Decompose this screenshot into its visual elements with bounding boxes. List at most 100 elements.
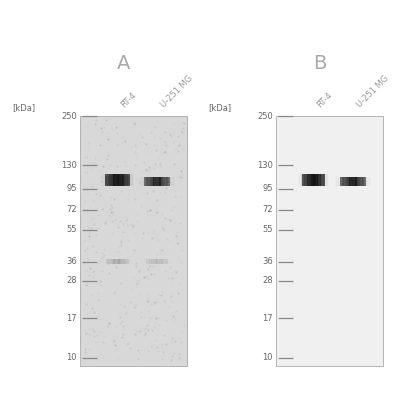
- Bar: [159, 177, 160, 186]
- Bar: [112, 174, 113, 186]
- Text: 250: 250: [257, 112, 273, 120]
- Bar: [106, 174, 107, 186]
- Bar: [166, 177, 167, 186]
- Bar: [112, 259, 114, 264]
- Bar: [150, 260, 152, 264]
- Bar: [323, 174, 324, 186]
- Bar: [140, 177, 142, 186]
- Bar: [120, 259, 121, 264]
- Bar: [346, 177, 347, 186]
- Bar: [161, 260, 163, 264]
- Text: 10: 10: [262, 354, 273, 362]
- Bar: [147, 177, 148, 186]
- Bar: [110, 259, 111, 264]
- Bar: [132, 174, 133, 186]
- Bar: [163, 177, 164, 186]
- Bar: [352, 177, 353, 186]
- Bar: [314, 174, 315, 186]
- Bar: [172, 177, 174, 186]
- Bar: [306, 174, 307, 186]
- Bar: [358, 177, 359, 186]
- Bar: [104, 259, 106, 264]
- Bar: [303, 174, 304, 186]
- Text: 17: 17: [66, 314, 77, 323]
- Bar: [124, 174, 125, 186]
- Bar: [340, 177, 341, 186]
- Bar: [170, 260, 172, 264]
- Bar: [308, 174, 309, 186]
- Bar: [320, 174, 321, 186]
- Bar: [117, 259, 118, 264]
- Bar: [301, 174, 302, 186]
- Bar: [162, 177, 163, 186]
- Bar: [298, 174, 299, 186]
- Bar: [131, 259, 132, 264]
- Bar: [326, 174, 328, 186]
- Bar: [114, 174, 115, 186]
- Bar: [146, 260, 148, 264]
- Bar: [106, 259, 129, 264]
- Bar: [320, 174, 322, 186]
- Bar: [129, 259, 131, 264]
- Bar: [146, 177, 148, 186]
- Bar: [354, 177, 355, 186]
- Bar: [365, 177, 366, 186]
- Bar: [108, 259, 110, 264]
- Bar: [169, 177, 170, 186]
- Bar: [366, 177, 367, 186]
- Bar: [124, 259, 126, 264]
- Bar: [105, 174, 106, 186]
- Bar: [108, 174, 109, 186]
- Bar: [157, 177, 158, 186]
- Text: 36: 36: [262, 257, 273, 266]
- Bar: [299, 174, 300, 186]
- Bar: [108, 174, 110, 186]
- Bar: [342, 177, 343, 186]
- Bar: [325, 174, 326, 186]
- Bar: [305, 174, 306, 186]
- Text: U-251 MG: U-251 MG: [159, 74, 194, 109]
- Bar: [116, 259, 117, 264]
- Bar: [367, 177, 368, 186]
- Bar: [328, 174, 329, 186]
- Bar: [144, 260, 146, 264]
- Text: 36: 36: [66, 257, 77, 266]
- Bar: [340, 177, 366, 186]
- Bar: [141, 177, 142, 186]
- Text: [kDa]: [kDa]: [12, 104, 35, 112]
- Bar: [164, 260, 165, 264]
- Bar: [116, 174, 117, 186]
- Text: 17: 17: [262, 314, 273, 323]
- Bar: [339, 177, 340, 186]
- Bar: [159, 260, 160, 264]
- Bar: [105, 176, 130, 185]
- Bar: [128, 174, 129, 186]
- Bar: [166, 260, 168, 264]
- Bar: [368, 177, 370, 186]
- Bar: [129, 174, 130, 186]
- Bar: [317, 174, 318, 186]
- Bar: [304, 174, 305, 186]
- Bar: [302, 174, 303, 186]
- Bar: [106, 174, 130, 186]
- Bar: [145, 260, 147, 264]
- Bar: [110, 174, 111, 186]
- Text: 72: 72: [66, 205, 77, 214]
- Bar: [113, 174, 114, 186]
- Text: A: A: [117, 54, 130, 73]
- Bar: [368, 177, 369, 186]
- Text: RT-4: RT-4: [315, 90, 334, 109]
- Bar: [144, 177, 170, 186]
- Bar: [160, 260, 162, 264]
- Bar: [362, 177, 363, 186]
- Text: B: B: [313, 54, 326, 73]
- Bar: [355, 177, 356, 186]
- Bar: [107, 174, 108, 186]
- Text: 72: 72: [262, 205, 273, 214]
- Text: U-251 MG: U-251 MG: [355, 74, 390, 109]
- Bar: [155, 260, 156, 264]
- Bar: [364, 177, 365, 186]
- Bar: [158, 260, 159, 264]
- Bar: [302, 174, 325, 186]
- Bar: [119, 174, 120, 186]
